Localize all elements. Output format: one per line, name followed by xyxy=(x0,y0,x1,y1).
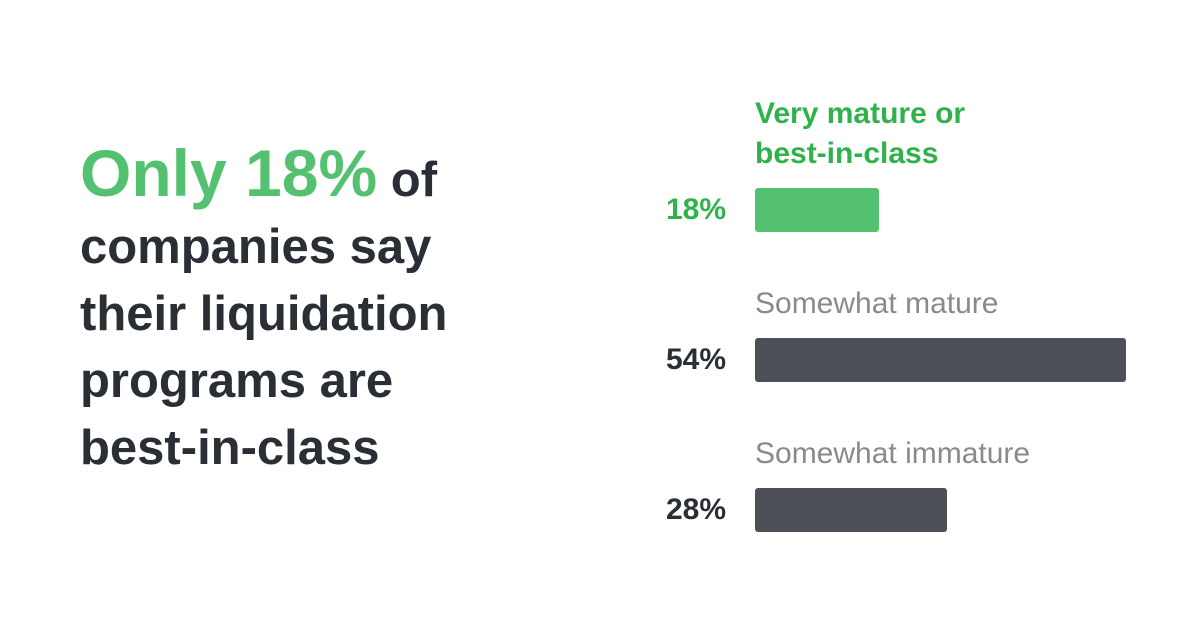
headline-text: best-in-class xyxy=(80,421,380,475)
headline-text: companies say xyxy=(80,220,432,274)
headline-text: programs are xyxy=(80,354,394,408)
bar xyxy=(755,488,948,532)
headline-text: of xyxy=(390,153,438,207)
bar xyxy=(755,188,879,232)
category-label: Somewhat mature xyxy=(755,287,999,320)
category-label: Very mature or best-in-class xyxy=(755,97,966,170)
value-label: 28% xyxy=(665,493,726,526)
category-label: Somewhat immature xyxy=(755,437,1031,470)
headline: Only 18% of companies say their liquidatio… xyxy=(80,140,600,482)
value-label: 18% xyxy=(665,193,726,226)
value-label: 54% xyxy=(665,343,726,376)
bar xyxy=(755,338,1126,382)
headline-highlight: Only 18% xyxy=(80,136,378,210)
headline-text: their liquidation xyxy=(80,287,448,341)
